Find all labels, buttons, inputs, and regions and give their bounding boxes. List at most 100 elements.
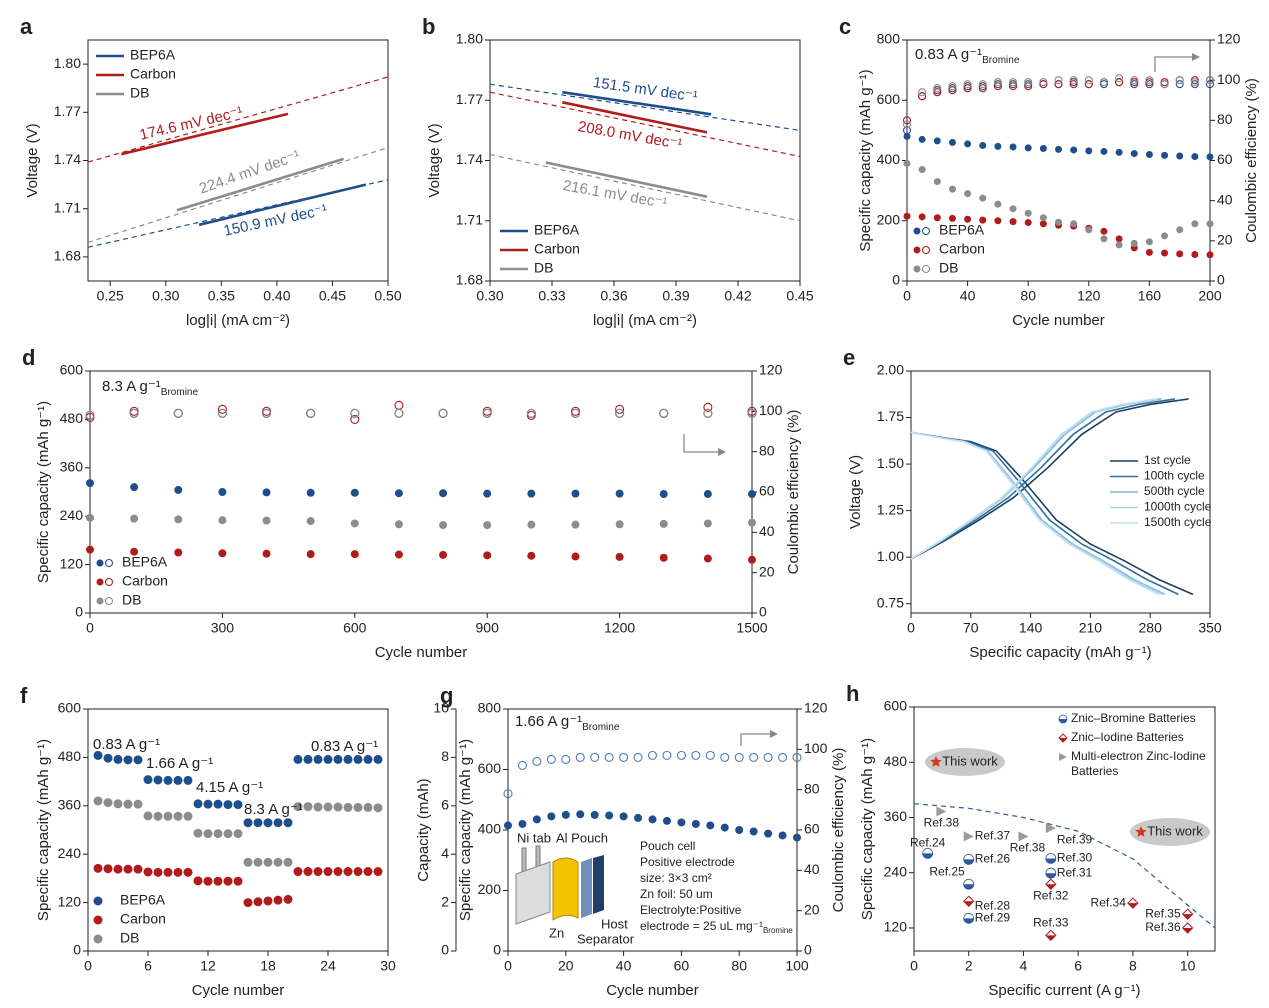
marker: [104, 558, 114, 568]
dot: [1100, 227, 1108, 235]
marker: [273, 818, 283, 828]
dot: [1206, 220, 1214, 228]
marker: [253, 857, 263, 867]
marker: [590, 752, 600, 762]
dot: [1191, 250, 1199, 258]
marker: [174, 548, 183, 557]
y-tick-label: 2.00: [877, 362, 904, 378]
marker: [1008, 78, 1018, 87]
marker: [1045, 929, 1057, 942]
dot: [113, 864, 123, 874]
dot: [1115, 241, 1123, 249]
dot: [571, 489, 580, 498]
dot: [243, 857, 253, 867]
y0-tick-label: 6: [441, 797, 449, 813]
ring: [763, 752, 773, 762]
dot: [253, 897, 263, 907]
marker: [293, 867, 303, 877]
x-tick-label: 210: [1079, 620, 1103, 636]
legend-label: Carbon: [130, 66, 176, 82]
annotation: 216.1 mV dec⁻¹: [562, 177, 669, 212]
marker: [213, 799, 223, 809]
dot: [659, 490, 668, 499]
x-tick-label: 24: [320, 958, 336, 974]
marker: [1045, 878, 1057, 890]
marker: [363, 867, 373, 877]
dot: [363, 802, 373, 812]
y-tick-label: 400: [877, 151, 901, 167]
dot: [283, 818, 293, 828]
marker: [483, 551, 492, 560]
marker: [86, 513, 94, 522]
ring: [350, 408, 360, 418]
x-axis-label: Cycle number: [192, 982, 285, 999]
marker: [223, 829, 233, 839]
panel-label: b: [422, 14, 435, 39]
dot: [439, 550, 448, 559]
marker: [1175, 76, 1184, 85]
series-line: [545, 161, 708, 198]
y2-tick-label: 0: [1217, 272, 1225, 288]
dot: [303, 754, 313, 764]
triangle: [936, 806, 947, 817]
marker: [1024, 82, 1033, 91]
arrow: [740, 733, 770, 746]
ring: [1024, 82, 1033, 91]
marker: [183, 811, 193, 821]
dot: [634, 813, 643, 822]
marker: [994, 142, 1002, 150]
ring: [615, 408, 625, 418]
marker: [1055, 218, 1062, 226]
dot: [1009, 205, 1017, 213]
x-tick-label: 0.30: [476, 288, 503, 304]
dot: [333, 802, 343, 812]
marker: [123, 864, 133, 874]
legend-label: Znic–Iodine Batteries: [1071, 730, 1184, 744]
y-tick-label: 1.80: [456, 31, 483, 47]
marker: [183, 775, 193, 785]
marker: [1205, 80, 1215, 89]
x-tick-label: 120: [1077, 288, 1101, 304]
marker: [243, 898, 253, 908]
ring: [1115, 78, 1124, 87]
marker: [439, 489, 448, 498]
dot: [113, 799, 123, 809]
marker: [223, 800, 233, 810]
dot: [933, 137, 941, 145]
dot: [193, 828, 203, 838]
dot: [933, 214, 941, 222]
dot: [323, 867, 333, 877]
marker: [527, 520, 536, 529]
marker: [964, 140, 972, 148]
arrows: [683, 56, 1192, 746]
x-tick-label: 280: [1139, 620, 1163, 636]
ring: [532, 756, 542, 766]
y-tick-label: 240: [60, 507, 84, 523]
y-tick-label: 600: [877, 91, 901, 107]
x-tick-label: 1200: [604, 620, 635, 636]
legend-label: BEP6A: [534, 222, 580, 238]
dot: [163, 775, 173, 785]
annotation: 4.15 A g⁻¹: [196, 779, 263, 796]
y0-tick-label: 10: [433, 700, 449, 716]
ring: [792, 752, 802, 762]
marker: [1161, 151, 1169, 159]
dot: [273, 857, 283, 867]
dot: [203, 829, 213, 839]
dot: [263, 857, 273, 867]
legend-label: Carbon: [534, 241, 580, 257]
ring: [963, 84, 972, 93]
dot: [262, 516, 271, 525]
ring: [703, 408, 713, 418]
dot: [1115, 148, 1123, 156]
y-tick-label: 600: [478, 760, 502, 776]
marker: [143, 775, 153, 785]
marker: [1205, 76, 1215, 85]
dot: [153, 775, 163, 785]
ring: [948, 86, 957, 95]
series-line: [87, 76, 389, 163]
x-tick-label: 0.45: [786, 288, 813, 304]
ring: [647, 750, 658, 760]
dot: [964, 215, 972, 223]
x-tick-label: 0.33: [538, 288, 565, 304]
